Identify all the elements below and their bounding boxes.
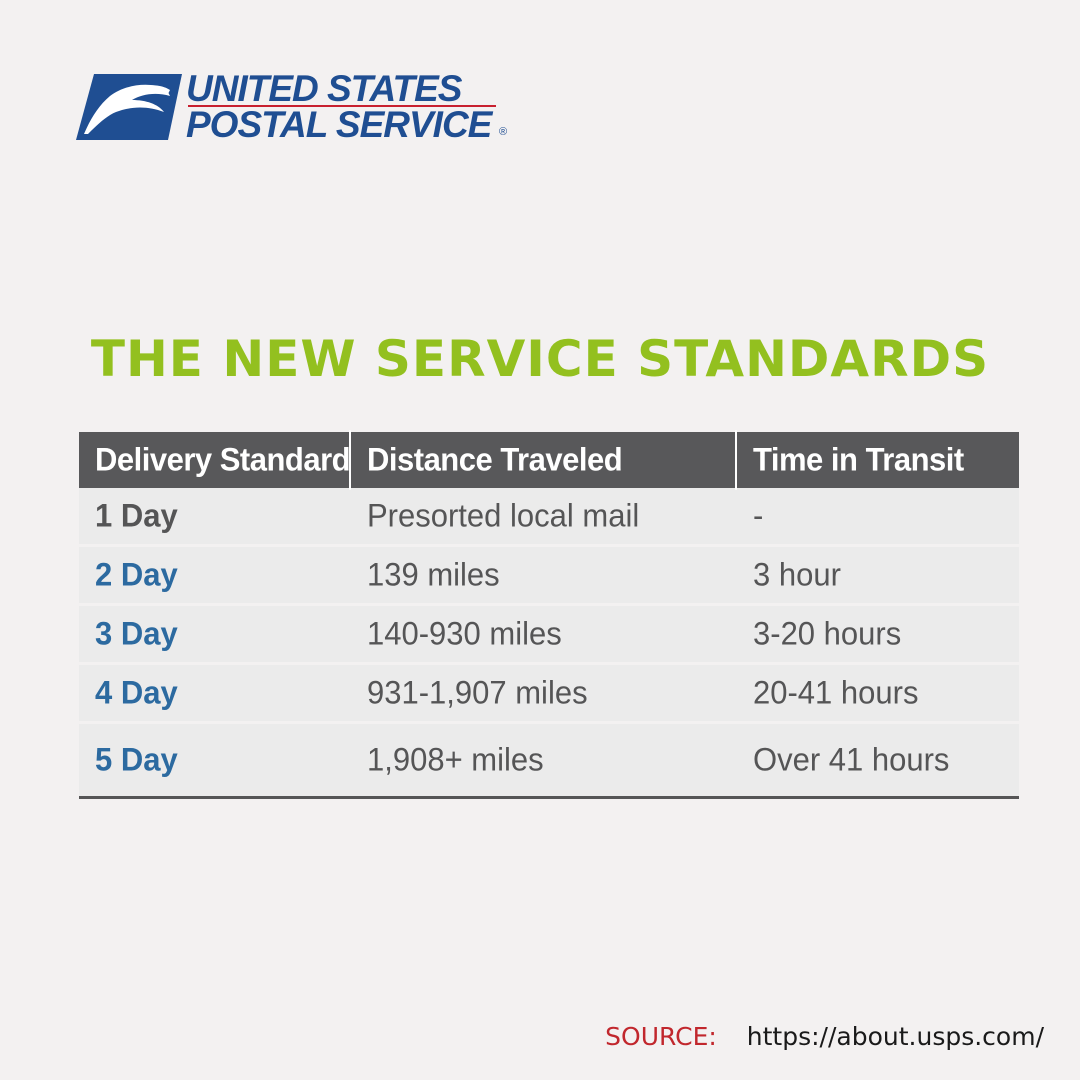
logo-rule: [188, 105, 496, 107]
distance-cell: Presorted local mail: [367, 496, 640, 535]
column-header-time-in-transit: Time in Transit: [753, 440, 964, 479]
delivery-standard-cell: 2 Day: [95, 555, 178, 594]
delivery-standard-cell: 4 Day: [95, 673, 178, 712]
source-url: https://about.usps.com/: [746, 1022, 1044, 1051]
service-standards-table: Delivery Standard Distance Traveled Time…: [79, 430, 1019, 799]
source-credit: SOURCE: https://about.usps.com/: [605, 1022, 1044, 1051]
logo-line-1: UNITED STATES: [186, 68, 462, 109]
logo-wordmark: UNITED STATES POSTAL SERVICE ®: [186, 68, 516, 145]
table-row: 4 Day 931-1,907 miles 20-41 hours: [79, 665, 1019, 721]
distance-cell: 931-1,907 miles: [367, 673, 588, 712]
table-row: 1 Day Presorted local mail -: [79, 488, 1019, 544]
delivery-standard-cell: 5 Day: [95, 740, 178, 779]
page-title: THE NEW SERVICE STANDARDS: [90, 330, 990, 388]
transit-time-cell: Over 41 hours: [753, 740, 950, 779]
table-header-row: Delivery Standard Distance Traveled Time…: [79, 430, 1019, 490]
transit-time-cell: 20-41 hours: [753, 673, 919, 712]
distance-cell: 1,908+ miles: [367, 740, 544, 779]
table-row: 5 Day 1,908+ miles Over 41 hours: [79, 724, 1019, 796]
usps-logo: UNITED STATES POSTAL SERVICE ®: [76, 68, 516, 145]
transit-time-cell: 3 hour: [753, 555, 841, 594]
source-label: SOURCE:: [605, 1022, 717, 1051]
eagle-icon: [76, 74, 182, 140]
distance-cell: 139 miles: [367, 555, 500, 594]
distance-cell: 140-930 miles: [367, 614, 562, 653]
delivery-standard-cell: 3 Day: [95, 614, 178, 653]
table-row: 2 Day 139 miles 3 hour: [79, 547, 1019, 603]
transit-time-cell: 3-20 hours: [753, 614, 902, 653]
table-row: 3 Day 140-930 miles 3-20 hours: [79, 606, 1019, 662]
registered-mark: ®: [499, 126, 508, 138]
transit-time-cell: -: [753, 496, 764, 535]
delivery-standard-cell: 1 Day: [95, 496, 178, 535]
logo-line-2: POSTAL SERVICE: [186, 104, 492, 145]
column-header-delivery-standard: Delivery Standard: [79, 430, 351, 490]
column-header-distance-traveled: Distance Traveled: [351, 430, 737, 490]
